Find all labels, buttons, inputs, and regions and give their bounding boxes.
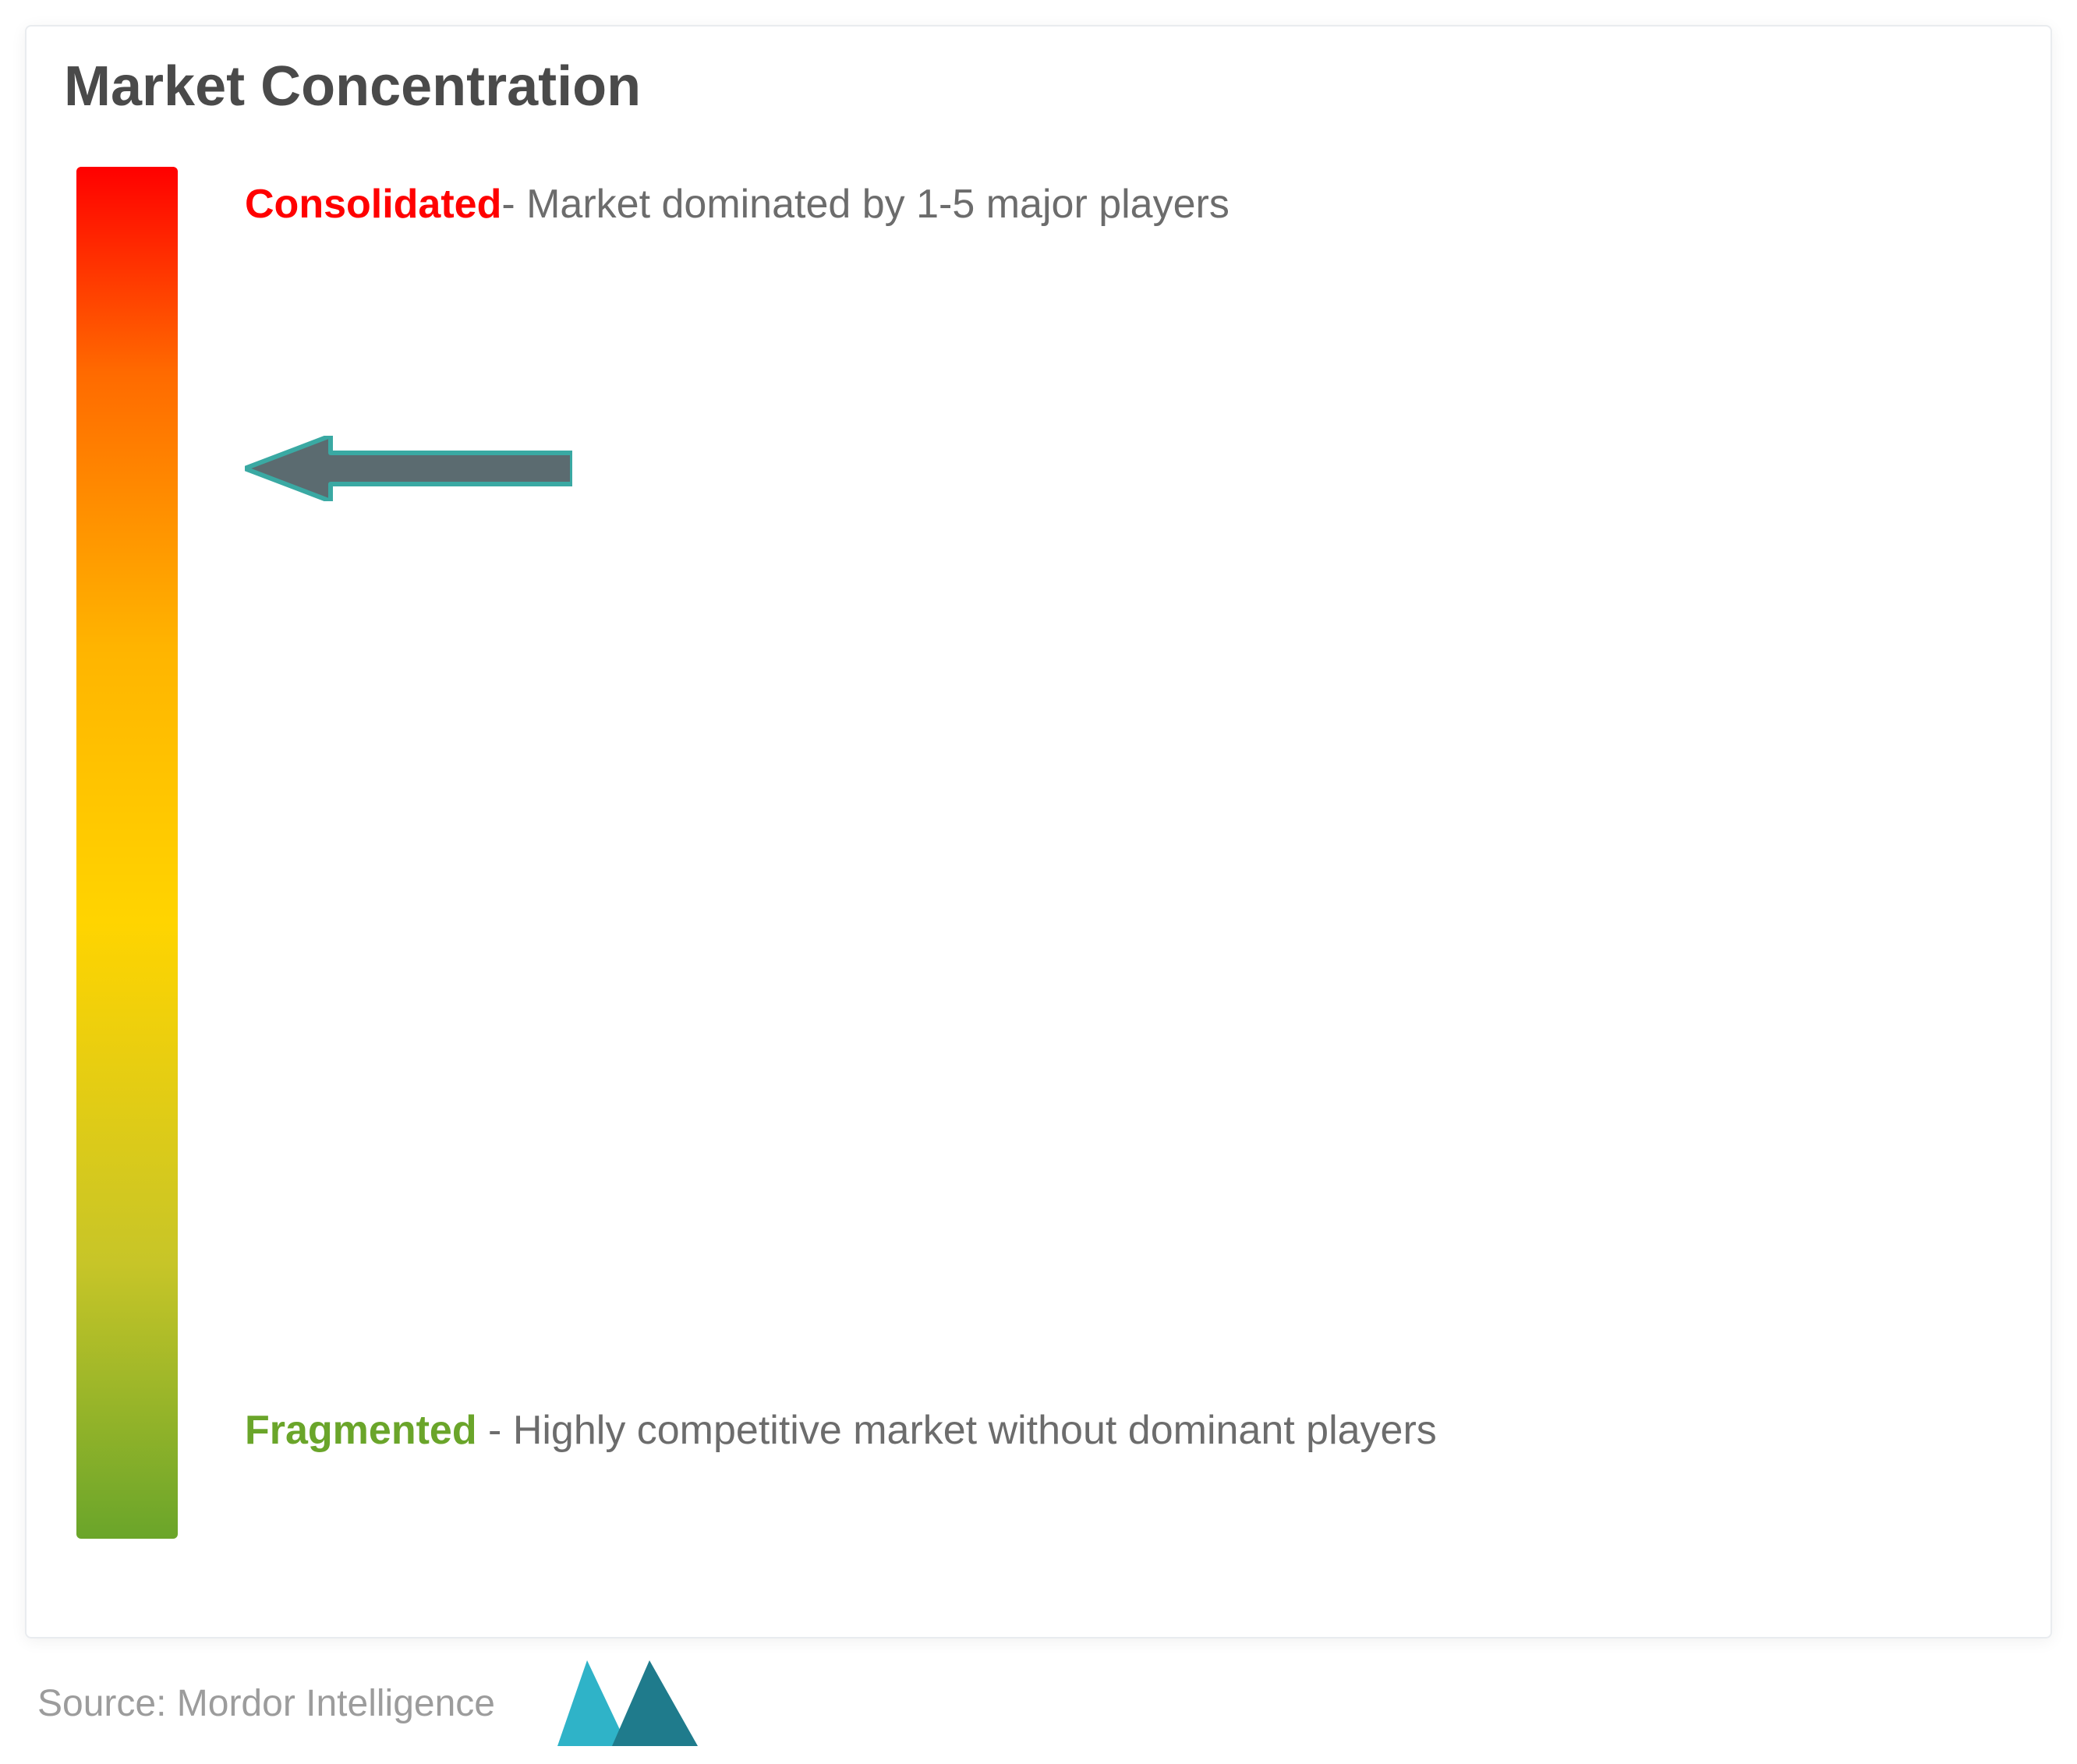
fragmented-description: - Highly competitive market without domi… xyxy=(477,1408,1437,1453)
consolidated-key: Consolidated xyxy=(245,182,501,227)
footer: Source: Mordor Intelligence xyxy=(37,1660,698,1746)
chart-title: Market Concentration xyxy=(64,55,641,118)
brand-logo-icon xyxy=(557,1660,698,1746)
source-text: Source: Mordor Intelligence xyxy=(37,1682,495,1725)
chart-card: Market Concentration Consolidated- Marke… xyxy=(25,25,2052,1639)
consolidated-label: Consolidated- Market dominated by 1-5 ma… xyxy=(245,179,1230,232)
fragmented-key: Fragmented xyxy=(245,1408,477,1453)
concentration-gradient-bar xyxy=(76,167,178,1539)
fragmented-label: Fragmented - Highly competitive market w… xyxy=(245,1398,1437,1463)
consolidated-description: - Market dominated by 1-5 major players xyxy=(501,182,1230,227)
position-indicator-arrow xyxy=(245,436,572,501)
